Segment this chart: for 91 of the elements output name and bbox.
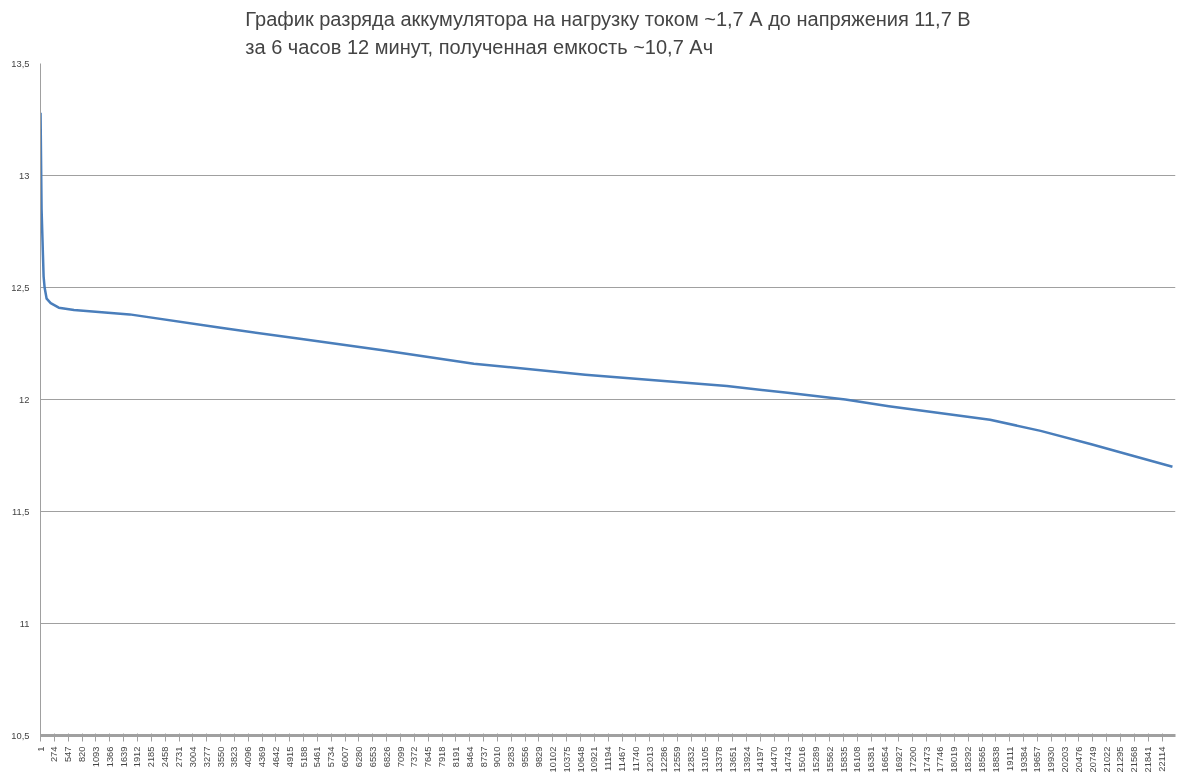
x-tick-label: 11467 [617,746,628,772]
y-tick-label: 10,5 [11,730,30,741]
x-tick-label: 6007 [340,746,351,768]
x-tick-label: 274 [49,746,60,763]
x-tick-label: 11194 [603,746,614,772]
x-tick-label: 6826 [381,746,392,768]
x-tick-label: 15562 [824,746,835,773]
x-tick-label: 21022 [1101,746,1112,773]
x-tick-label: 3823 [229,746,240,768]
x-tick-label: 14743 [783,746,794,773]
x-tick-label: 12286 [658,746,669,773]
x-tick-label: 18292 [963,746,974,773]
x-tick-label: 10648 [575,746,586,773]
x-tick-label: 4915 [284,746,295,768]
x-tick-label: 6280 [353,746,364,768]
chart-title: График разряда аккумулятора на нагрузку током ~1,7 А до напряжения 11,7 В за 6 часов 12 минут, полученная емкость ~10,7 Ач [245,7,971,59]
x-tick-label: 18838 [990,746,1001,773]
x-tick-label: 8737 [478,746,489,768]
x-tick-label: 11740 [630,746,641,772]
x-tick-label: 17200 [907,746,918,773]
x-tick-label: 13378 [713,746,724,773]
x-tick-label: 6553 [367,746,378,768]
x-tick-label: 15835 [838,746,849,773]
x-tick-label: 4642 [270,746,281,768]
x-tick-label: 7099 [395,746,406,768]
x-tick-label: 1093 [90,746,101,768]
line-series [40,111,1174,468]
x-tick-label: 16927 [893,746,904,773]
y-tick-label: 12 [19,394,30,405]
x-tick-label: 547 [63,746,74,763]
y-tick-label: 11,5 [12,506,30,517]
x-tick-label: 19111 [1004,746,1015,772]
x-tick-label: 3004 [187,746,198,768]
x-tick-label: 4096 [243,746,254,768]
y-tick-label: 12,5 [11,282,30,293]
x-tick-label: 9283 [506,746,517,768]
x-tick-label: 14197 [755,746,766,773]
y-tick-label: 13 [19,170,30,181]
x-tick-label: 7372 [409,746,420,768]
x-tick-label: 19930 [1046,746,1057,773]
x-tick-label: 19384 [1018,746,1029,773]
x-tick-label: 10375 [561,746,572,773]
y-tick-label: 11 [19,618,30,629]
x-tick-label: 15016 [797,746,808,773]
x-tick-label: 13105 [700,746,711,773]
x-tick-label: 17746 [935,746,946,773]
x-tick-label: 5188 [298,746,309,768]
x-tick-label: 9829 [533,746,544,768]
x-tick-label: 21295 [1115,746,1126,773]
x-tick-label: 9010 [492,746,503,768]
y-tick-label: 13,5 [11,58,30,69]
x-tick-label: 20749 [1087,746,1098,773]
x-tick-label: 10102 [547,746,558,773]
x-tick-label: 13651 [727,746,738,773]
x-tick-label: 8464 [464,746,475,768]
x-tick-label: 16108 [852,746,863,773]
x-tick-label: 1 [35,746,46,752]
x-tick-label: 1912 [132,746,143,768]
x-tick-label: 13924 [741,746,752,773]
x-tick-label: 3550 [215,746,226,768]
x-tick-label: 2185 [146,746,157,768]
x-tick-label: 12013 [644,746,655,773]
x-tick-label: 22114 [1157,746,1168,772]
x-tick-label: 820 [77,746,88,763]
x-tick-label: 12832 [686,746,697,773]
x-tick-label: 1639 [118,746,129,768]
x-tick-label: 2458 [160,746,171,768]
x-tick-label: 4369 [257,746,268,768]
x-tick-label: 12559 [672,746,683,773]
x-tick-label: 20476 [1073,746,1084,773]
x-tick-label: 19657 [1032,746,1043,773]
x-tick-label: 10921 [589,746,600,773]
x-tick-label: 14470 [769,746,780,773]
x-tick-label: 7645 [423,746,434,768]
x-tick-label: 18019 [949,746,960,773]
x-tick-label: 16654 [880,746,891,773]
x-tick-label: 1366 [104,746,115,768]
x-tick-label: 18565 [977,746,988,773]
x-tick-label: 3277 [201,746,212,768]
x-tick-label: 15289 [810,746,821,773]
x-tick-label: 8191 [450,746,461,768]
x-tick-label: 16381 [866,746,877,773]
x-tick-label: 17473 [921,746,932,773]
x-tick-label: 21841 [1143,746,1154,773]
x-tick-label: 20203 [1060,746,1071,773]
x-tick-label: 7918 [437,746,448,768]
x-tick-label: 5461 [312,746,323,768]
x-tick-label: 2731 [174,746,184,768]
x-tick-label: 5734 [326,746,337,768]
x-tick-label: 21568 [1129,746,1140,773]
x-tick-label: 9556 [520,746,531,768]
